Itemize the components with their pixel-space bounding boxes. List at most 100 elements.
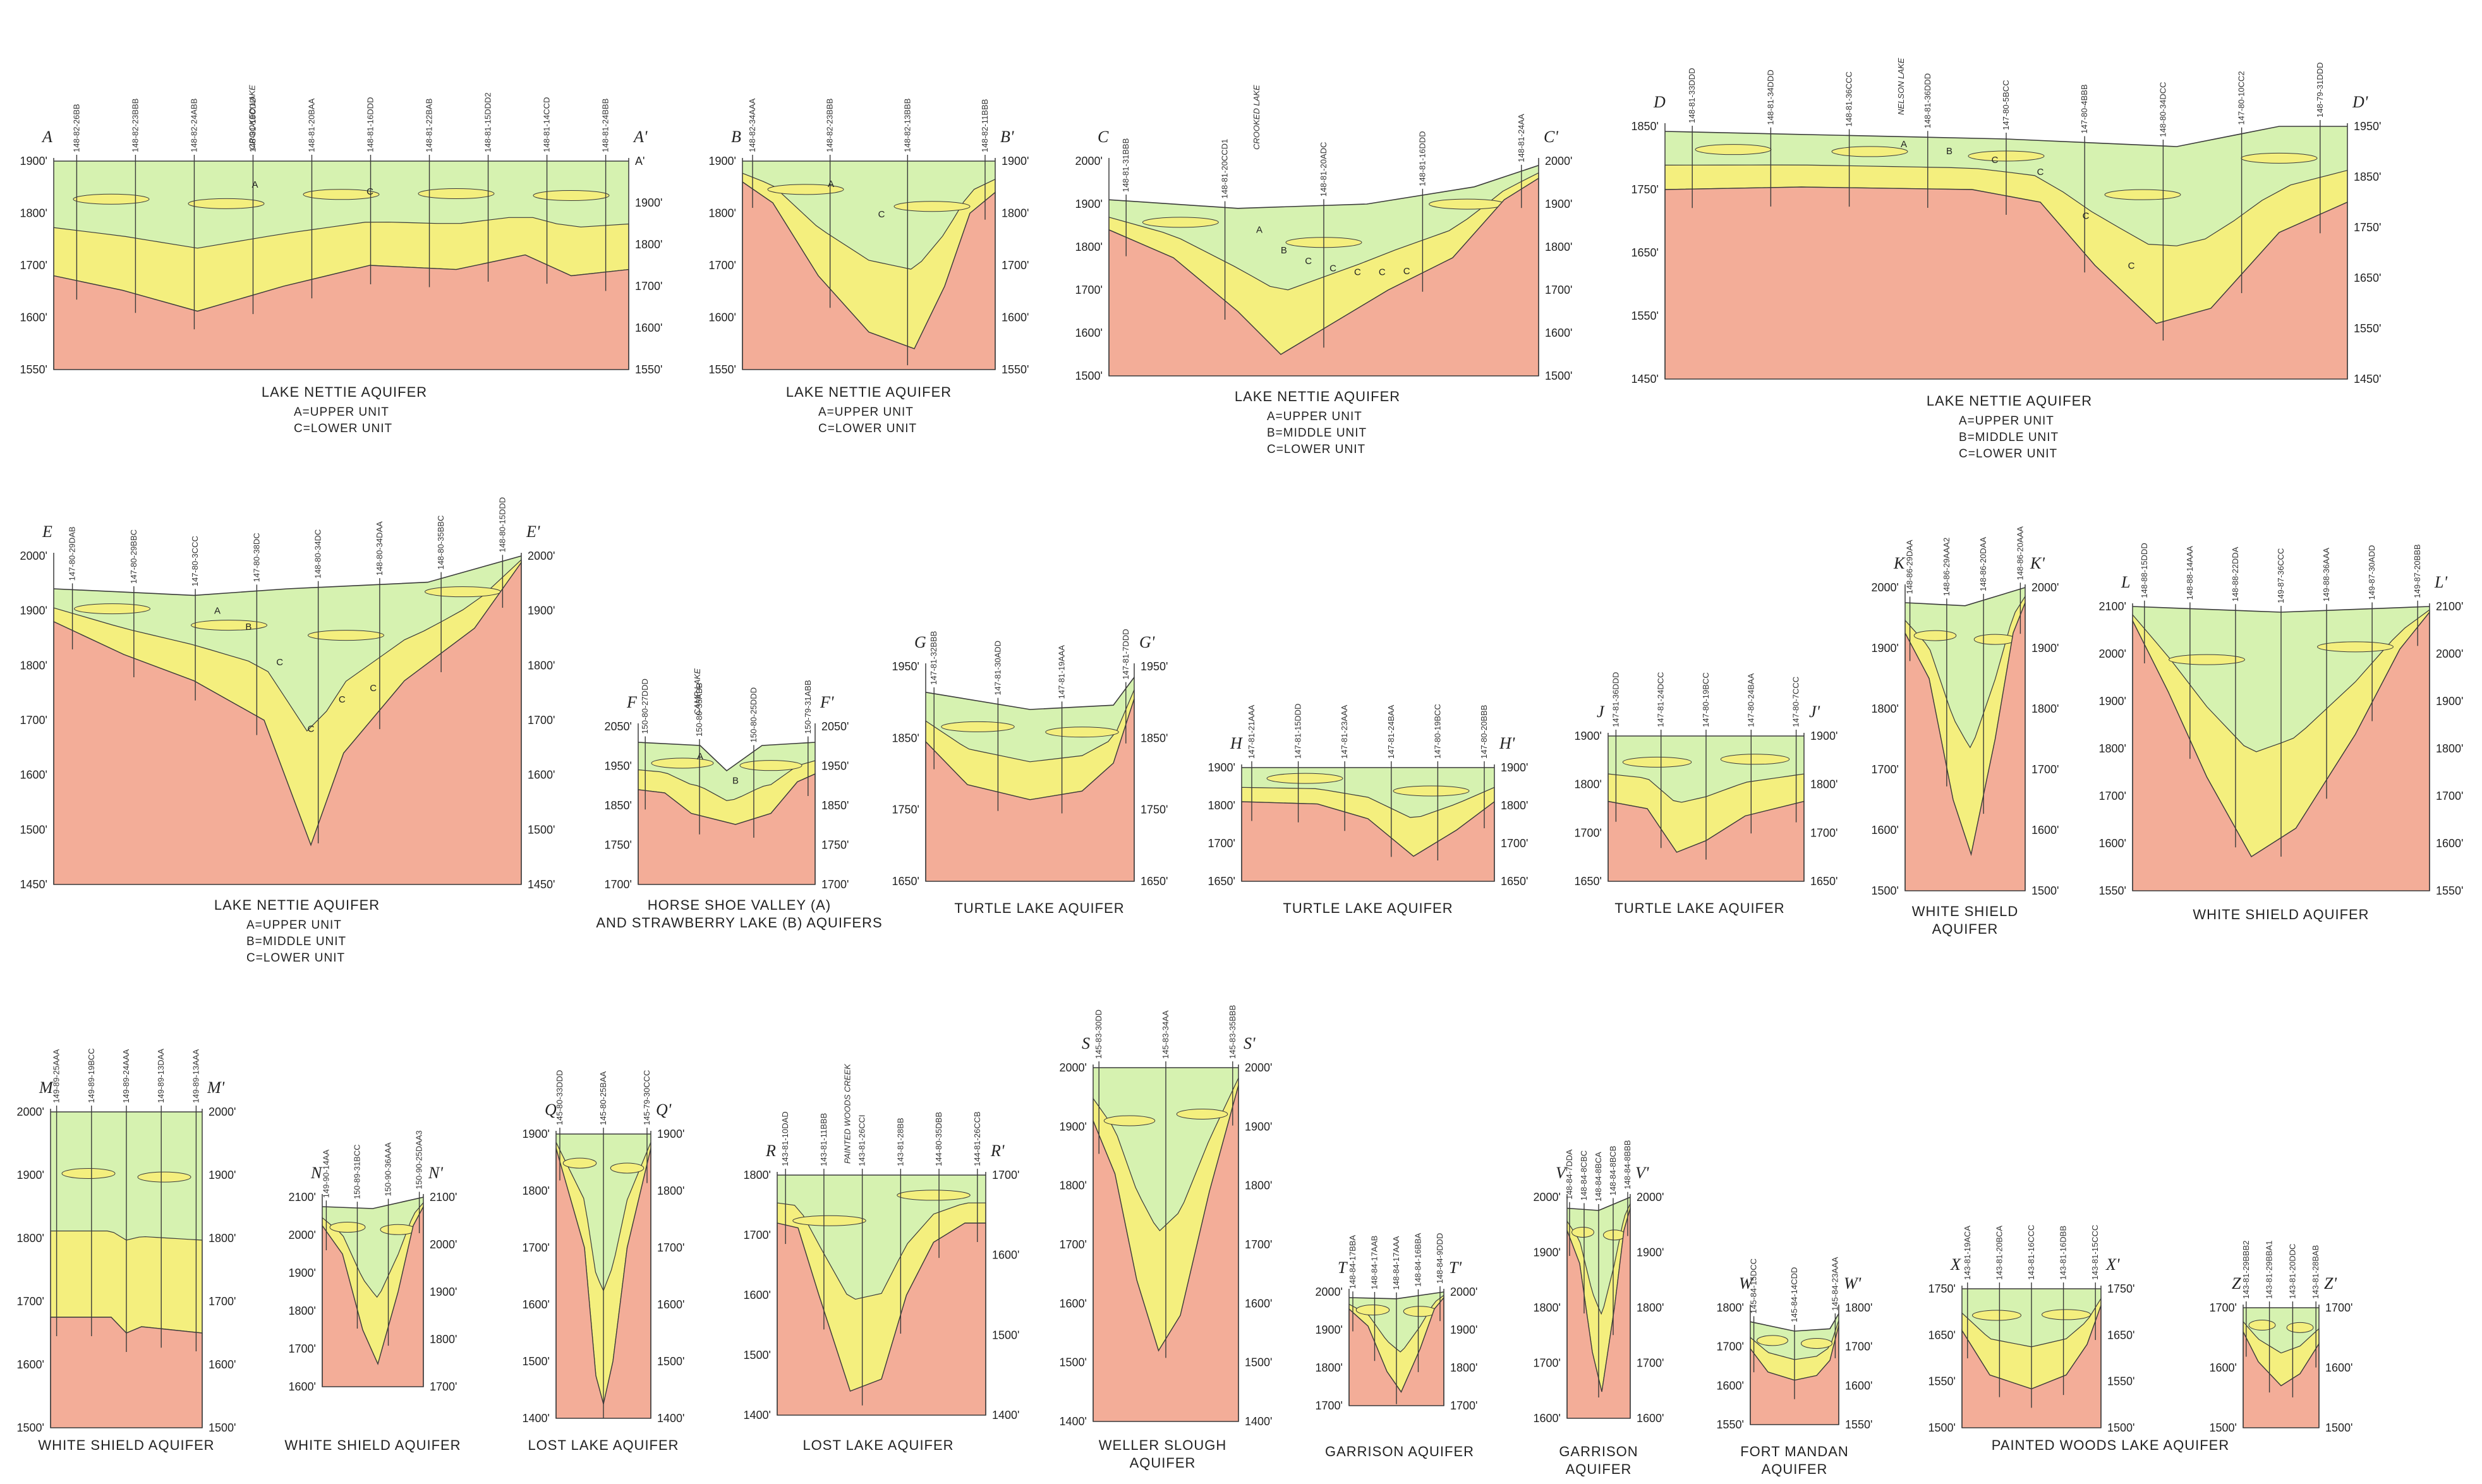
section-title-line2: AQUIFER [1762,1461,1828,1477]
elevation-tick-left: 1700' [709,259,736,272]
test-hole-label: 148-80-34DCC [2158,82,2167,137]
aquifer-lens [188,198,265,209]
elevation-tick-right: 1550' [2107,1375,2134,1388]
elevation-tick-right: 1900' [1501,761,1528,774]
bedrock-zone [53,561,522,885]
elevation-tick-right: 1650' [2107,1329,2134,1341]
elevation-tick-left: 1700' [289,1342,316,1355]
elevation-tick-left: 1700' [1717,1341,1744,1353]
elevation-tick-right: 2000' [1545,155,1572,167]
land-surface-line [638,742,816,772]
elevation-tick-right: 2000' [209,1106,236,1118]
section-start-label: E [42,522,52,541]
elevation-tick-left: 2000' [1060,1061,1087,1074]
land-surface-line [1904,587,2026,606]
test-hole-label: 147-81-15DDD [1293,704,1303,759]
elevation-tick-right: 1700' [1545,284,1572,296]
elevation-tick-right: 1900' [1637,1246,1664,1259]
elevation-tick-left: 1600' [20,311,47,324]
test-hole-label: 148-81-33DDD [1687,68,1697,123]
test-hole-label: 148-86-20DAA [1978,537,1988,591]
elevation-tick-right: 1500' [209,1421,236,1434]
elevation-tick-right: 1800' [2031,703,2059,715]
aquifer-lens [941,721,1015,732]
elevation-tick-left: 1700' [1534,1357,1561,1370]
elevation-tick-left: 1800' [1075,241,1103,253]
test-hole-label: 143-81-29BBB2 [2241,1240,2251,1299]
test-hole-label: 143-81-11BBB [819,1113,828,1166]
aquifer-lens [767,184,844,195]
bedrock-zone [50,1317,203,1428]
aquifer-unit-label: C [370,683,377,694]
test-hole-label: 143-81-20DDC [2287,1244,2297,1299]
aquifer-unit-label: C [2037,167,2044,178]
section-start-label: A [41,128,52,146]
elevation-tick-left: 1750' [892,804,919,816]
section-s: S S' 2000' 1900' 1800' 1700' 1600' 1500' 1400' 20… [1060,1005,1273,1471]
section-b: B B' 1900' 1800' 1700' 1600' 1550' 1900' 1800' 17… [709,98,1029,435]
lake-label: PAINTED WOODS CREEK [843,1063,852,1164]
test-hole-label: 149-89-25AAA [52,1049,61,1103]
elevation-tick-right: 2000' [430,1238,457,1251]
section-end-label: S' [1244,1034,1256,1053]
elevation-tick-right: 1600' [1002,311,1029,324]
aquifer-unit-label: C [1992,155,1999,166]
aquifer-unit-label: A [697,751,703,762]
aquifer-lens [1720,754,1790,765]
aquifer-unit-label: A [828,179,834,190]
aquifer-lens [191,620,267,631]
elevation-tick-left: 1600' [744,1289,771,1301]
elevation-tick-left: 1600' [1534,1412,1561,1425]
test-hole-label: 148-84-8BCA [1594,1152,1603,1202]
section-start-label: N [310,1164,323,1182]
test-hole-label: 145-83-35BBB [1228,1005,1237,1059]
aquifer-lens [1393,785,1470,797]
elevation-tick-left: 1900' [1872,642,1899,655]
elevation-tick-left: 1600' [20,769,47,781]
test-hole-label: 148-81-36DDD [1923,73,1932,128]
elevation-tick-right: 2000' [2436,648,2463,660]
section-n: N N' 2100' 2000' 1900' 1800' 1700' 1600' 2100' 20… [284,1130,460,1453]
aquifer-lens [1103,1115,1156,1126]
aquifer-lens [1176,1109,1228,1119]
elevation-tick-left: 1700' [1872,763,1899,776]
elevation-tick-right: 1950' [821,760,849,773]
aquifer-unit-label: C [339,694,346,705]
section-end-label: E' [526,522,540,541]
elevation-tick-left: 1900' [523,1128,550,1140]
section-h: H H' 1900' 1800' 1700' 1650' 1900' 1800' 1700' 16… [1208,704,1529,916]
elevation-tick-left: 2100' [2099,600,2126,613]
elevation-tick-right: 1800' [657,1185,684,1197]
aquifer-lens [1142,217,1219,228]
elevation-tick-right: 1500' [1245,1356,1272,1369]
elevation-tick-left: 1750' [1928,1282,1956,1295]
elevation-tick-right: 1500' [1545,370,1572,382]
test-hole-label: 144-81-26CCB [972,1111,982,1166]
test-hole-label: 149-87-36CCC [2276,548,2285,603]
unit-legend-line: C=LOWER UNIT [818,422,917,435]
section-end-label: G' [1139,633,1155,651]
section-t: T T' 2000' 1900' 1800' 1700' 2000' 1900' 1800' 17… [1316,1233,1478,1459]
elevation-tick-left: 1500' [744,1349,771,1361]
aquifer-lens [61,1168,116,1179]
test-hole-label: 144-80-35DBB [934,1112,943,1166]
aquifer-lens [533,190,610,201]
aquifer-unit-label: B [1281,245,1287,256]
section-title-line2: AQUIFER [1130,1455,1196,1471]
aquifer-lens [1695,144,1772,155]
section-end-label: D' [2352,93,2368,111]
elevation-tick-right: 1500' [657,1355,684,1368]
elevation-tick-right: 1550' [2354,322,2381,335]
elevation-tick-left: 1700' [1208,837,1235,850]
elevation-tick-left: 1550' [20,363,47,376]
section-title-line2: AQUIFER [1566,1461,1632,1477]
section-start-label: V [1556,1164,1568,1182]
elevation-tick-right: 1900' [1545,198,1572,210]
test-hole-label: 149-90-14AA [321,1149,330,1198]
section-start-label: M [39,1078,54,1097]
aquifer-lens [1603,1229,1626,1241]
test-hole-label: 148-82-23BBB [130,99,140,152]
land-surface-line [53,555,522,596]
aquifer-lens [1801,1337,1832,1349]
section-v: V V' 2000' 1900' 1800' 1700' 1600' 2000' 1900' 18… [1534,1140,1664,1477]
